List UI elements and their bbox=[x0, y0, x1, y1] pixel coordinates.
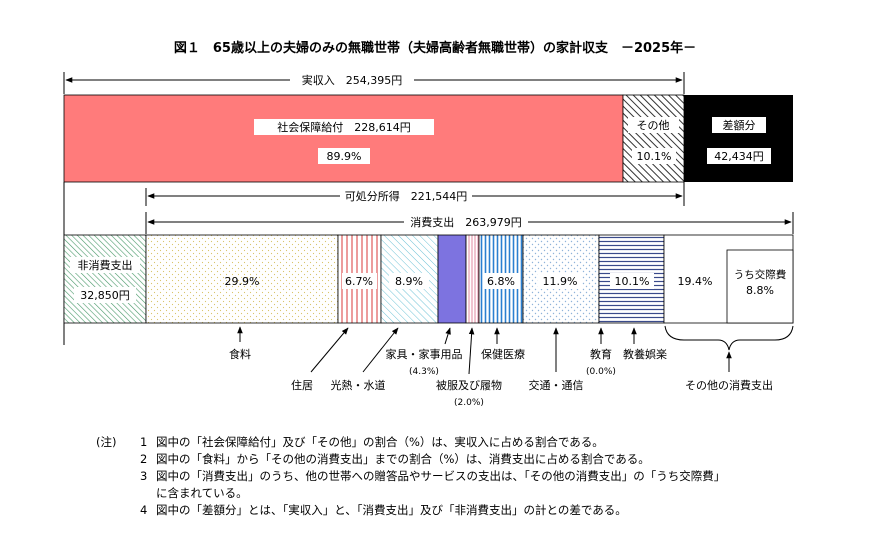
deficit-label-bg bbox=[712, 117, 766, 133]
label-education: 教育 bbox=[590, 347, 612, 361]
label-education-pct: (0.0%) bbox=[586, 367, 616, 377]
note-text: 図中の「社会保障給付」及び「その他」の割合（%）は、実収入に占める割合である。 bbox=[156, 435, 604, 449]
label-recreation: 教養娯楽 bbox=[623, 347, 667, 361]
social-security-pct-bg bbox=[318, 148, 370, 164]
consumption-label: 消費支出 263,979円 bbox=[410, 215, 522, 229]
leader-utilities bbox=[362, 327, 399, 373]
non-consumption-value: 32,850円 bbox=[80, 289, 130, 302]
bar-social-expense bbox=[726, 249, 794, 324]
bar-transport-pct-bg bbox=[538, 273, 582, 289]
note-number bbox=[140, 485, 156, 502]
non-consumption-bar bbox=[63, 234, 147, 324]
label-furniture-pct: (4.3%) bbox=[409, 367, 439, 377]
bar-recreation-pct: 10.1% bbox=[615, 275, 650, 288]
label-clothing: 被服及び履物 bbox=[436, 378, 502, 392]
non-consumption-label-bg bbox=[70, 257, 140, 273]
note-row: 2 図中の「食料」から「その他の消費支出」までの割合（%）は、消費支出に占める割… bbox=[96, 451, 796, 468]
social-security-pct: 89.9% bbox=[327, 150, 362, 163]
note-text: 図中の「消費支出」のうち、他の世帯への贈答品やサービスの支出は、「その他の消費支… bbox=[156, 469, 726, 483]
other-income-label-bg bbox=[628, 117, 679, 133]
notes-lead: (注) bbox=[96, 435, 117, 449]
note-row: に含まれている。 bbox=[96, 485, 796, 502]
disposable-label-bg bbox=[340, 188, 472, 204]
note-row: 3 図中の「消費支出」のうち、他の世帯への贈答品やサービスの支出は、「その他の消… bbox=[96, 468, 796, 485]
bar-utilities-pct: 8.9% bbox=[395, 275, 423, 288]
note-text: 図中の「食料」から「その他の消費支出」までの割合（%）は、消費支出に占める割合で… bbox=[156, 452, 650, 466]
note-text: 図中の「差額分」とは、「実収入」と、「消費支出」及び「非消費支出」の計との差であ… bbox=[156, 503, 627, 517]
note-number: 2 bbox=[140, 452, 148, 466]
non-consumption-value-bg bbox=[74, 287, 136, 303]
deficit-label: 差額分 bbox=[723, 118, 756, 132]
bar-health-pct: 6.8% bbox=[487, 275, 515, 288]
consumption-label-bg bbox=[404, 214, 528, 230]
bar-health-pct-bg bbox=[483, 273, 519, 289]
label-other-consumption: その他の消費支出 bbox=[685, 378, 773, 392]
note-row: (注) 1 図中の「社会保障給付」及び「その他」の割合（%）は、実収入に占める割… bbox=[96, 434, 796, 451]
leader-clothing bbox=[468, 327, 475, 375]
bar-clothing bbox=[465, 234, 480, 324]
other-income-bar bbox=[622, 94, 685, 183]
label-health: 保健医療 bbox=[481, 347, 525, 361]
bar-transport-pct: 11.9% bbox=[543, 275, 578, 288]
note-row: 4 図中の「差額分」とは、「実収入」と、「消費支出」及び「非消費支出」の計との差… bbox=[96, 502, 796, 519]
other-income-pct: 10.1% bbox=[637, 150, 672, 163]
income-label: 実収入 254,395円 bbox=[302, 73, 403, 87]
income-label-bg bbox=[290, 72, 414, 88]
label-food: 食料 bbox=[229, 347, 251, 361]
deficit-value: 42,434円 bbox=[714, 150, 764, 163]
bar-recreation-pct-bg bbox=[610, 273, 654, 289]
household-budget-chart: 図１ 65歳以上の夫婦のみの無職世帯（夫婦高齢者無職世帯）の家計収支 －2025… bbox=[63, 40, 794, 408]
note-number: 1 bbox=[140, 435, 148, 449]
leader-furniture bbox=[444, 327, 451, 345]
bar-other-consumption-pct: 19.4% bbox=[678, 275, 713, 288]
non-consumption-label: 非消費支出 bbox=[78, 258, 133, 272]
bar-food bbox=[145, 234, 339, 324]
bar-social-expense-pct: 8.8% bbox=[746, 284, 774, 297]
bar-furniture bbox=[437, 234, 467, 324]
bar-social-expense-label: うち交際費 bbox=[734, 268, 787, 281]
bar-utilities-pct-bg bbox=[389, 273, 429, 289]
other-consumption-brace bbox=[664, 325, 794, 351]
other-income-pct-bg bbox=[632, 148, 676, 164]
bar-housing-pct-bg bbox=[342, 273, 377, 289]
note-text: に含まれている。 bbox=[156, 486, 248, 500]
bar-food-pct: 29.9% bbox=[225, 275, 260, 288]
note-number: 3 bbox=[140, 469, 148, 483]
bar-housing-pct: 6.7% bbox=[345, 275, 373, 288]
chart-title: 図１ 65歳以上の夫婦のみの無職世帯（夫婦高齢者無職世帯）の家計収支 －2025… bbox=[174, 40, 696, 56]
deficit-bar bbox=[684, 95, 793, 182]
disposable-label: 可処分所得 221,544円 bbox=[345, 190, 468, 203]
deficit-value-bg bbox=[707, 148, 771, 164]
note-number: 4 bbox=[140, 503, 148, 517]
label-clothing-pct: (2.0%) bbox=[454, 398, 484, 408]
other-income-label: その他 bbox=[637, 119, 670, 132]
social-security-label: 社会保障給付 228,614円 bbox=[277, 120, 411, 134]
social-security-bar bbox=[63, 94, 624, 183]
label-furniture: 家具・家事用品 bbox=[386, 347, 463, 361]
label-transport: 交通・通信 bbox=[529, 378, 584, 392]
notes: (注) 1 図中の「社会保障給付」及び「その他」の割合（%）は、実収入に占める割… bbox=[96, 434, 796, 519]
label-housing: 住居 bbox=[291, 378, 313, 392]
social-security-label-bg bbox=[254, 119, 434, 135]
leader-housing bbox=[310, 327, 349, 373]
label-utilities: 光熱・水道 bbox=[331, 378, 386, 392]
